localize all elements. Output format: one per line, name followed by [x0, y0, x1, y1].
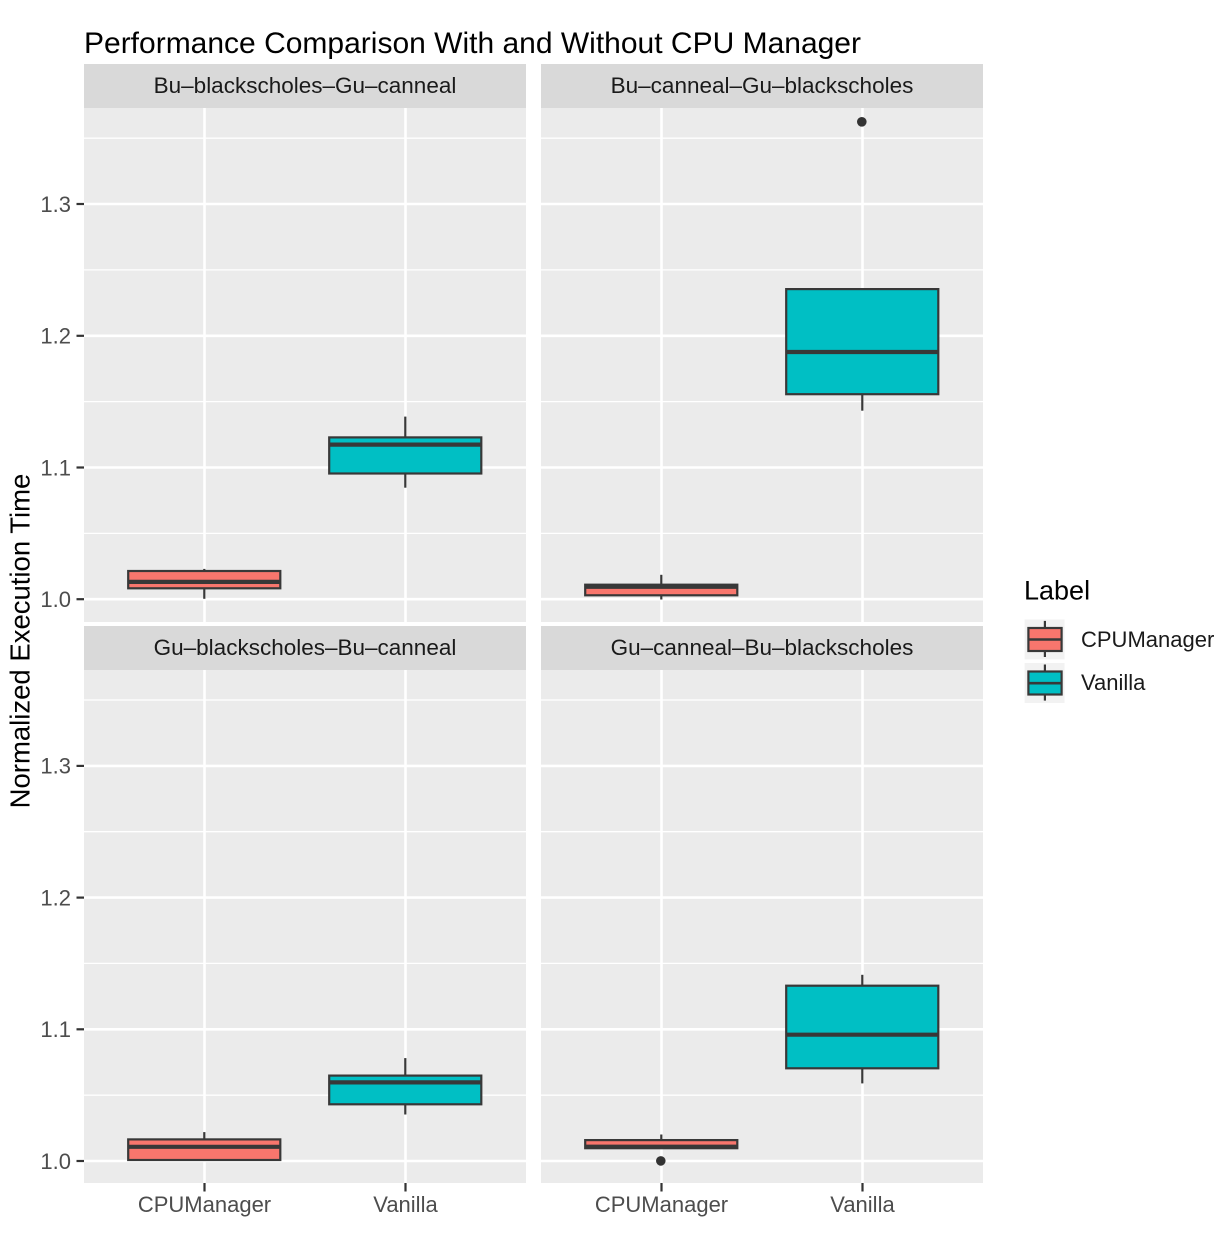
- svg-text:Performance Comparison With an: Performance Comparison With and Without …: [84, 27, 861, 60]
- svg-text:Bu–canneal–Gu–blackscholes: Bu–canneal–Gu–blackscholes: [611, 73, 914, 98]
- svg-text:1.1: 1.1: [40, 1017, 71, 1042]
- svg-text:Vanilla: Vanilla: [373, 1192, 438, 1217]
- svg-text:1.0: 1.0: [40, 1149, 71, 1174]
- svg-text:CPUManager: CPUManager: [1081, 627, 1214, 652]
- svg-text:1.2: 1.2: [40, 324, 71, 349]
- svg-text:Bu–blackscholes–Gu–canneal: Bu–blackscholes–Gu–canneal: [154, 73, 457, 98]
- svg-text:1.2: 1.2: [40, 885, 71, 910]
- svg-text:Gu–blackscholes–Bu–canneal: Gu–blackscholes–Bu–canneal: [154, 635, 457, 660]
- svg-text:Gu–canneal–Bu–blackscholes: Gu–canneal–Bu–blackscholes: [611, 635, 914, 660]
- svg-text:Vanilla: Vanilla: [830, 1192, 895, 1217]
- svg-text:1.1: 1.1: [40, 455, 71, 480]
- svg-text:1.3: 1.3: [40, 754, 71, 779]
- svg-text:1.0: 1.0: [40, 587, 71, 612]
- svg-text:Vanilla: Vanilla: [1081, 670, 1146, 695]
- svg-text:Label: Label: [1024, 576, 1090, 606]
- svg-text:CPUManager: CPUManager: [138, 1192, 271, 1217]
- svg-text:1.3: 1.3: [40, 192, 71, 217]
- svg-text:Normalized Execution Time: Normalized Execution Time: [5, 474, 36, 809]
- svg-text:CPUManager: CPUManager: [595, 1192, 728, 1217]
